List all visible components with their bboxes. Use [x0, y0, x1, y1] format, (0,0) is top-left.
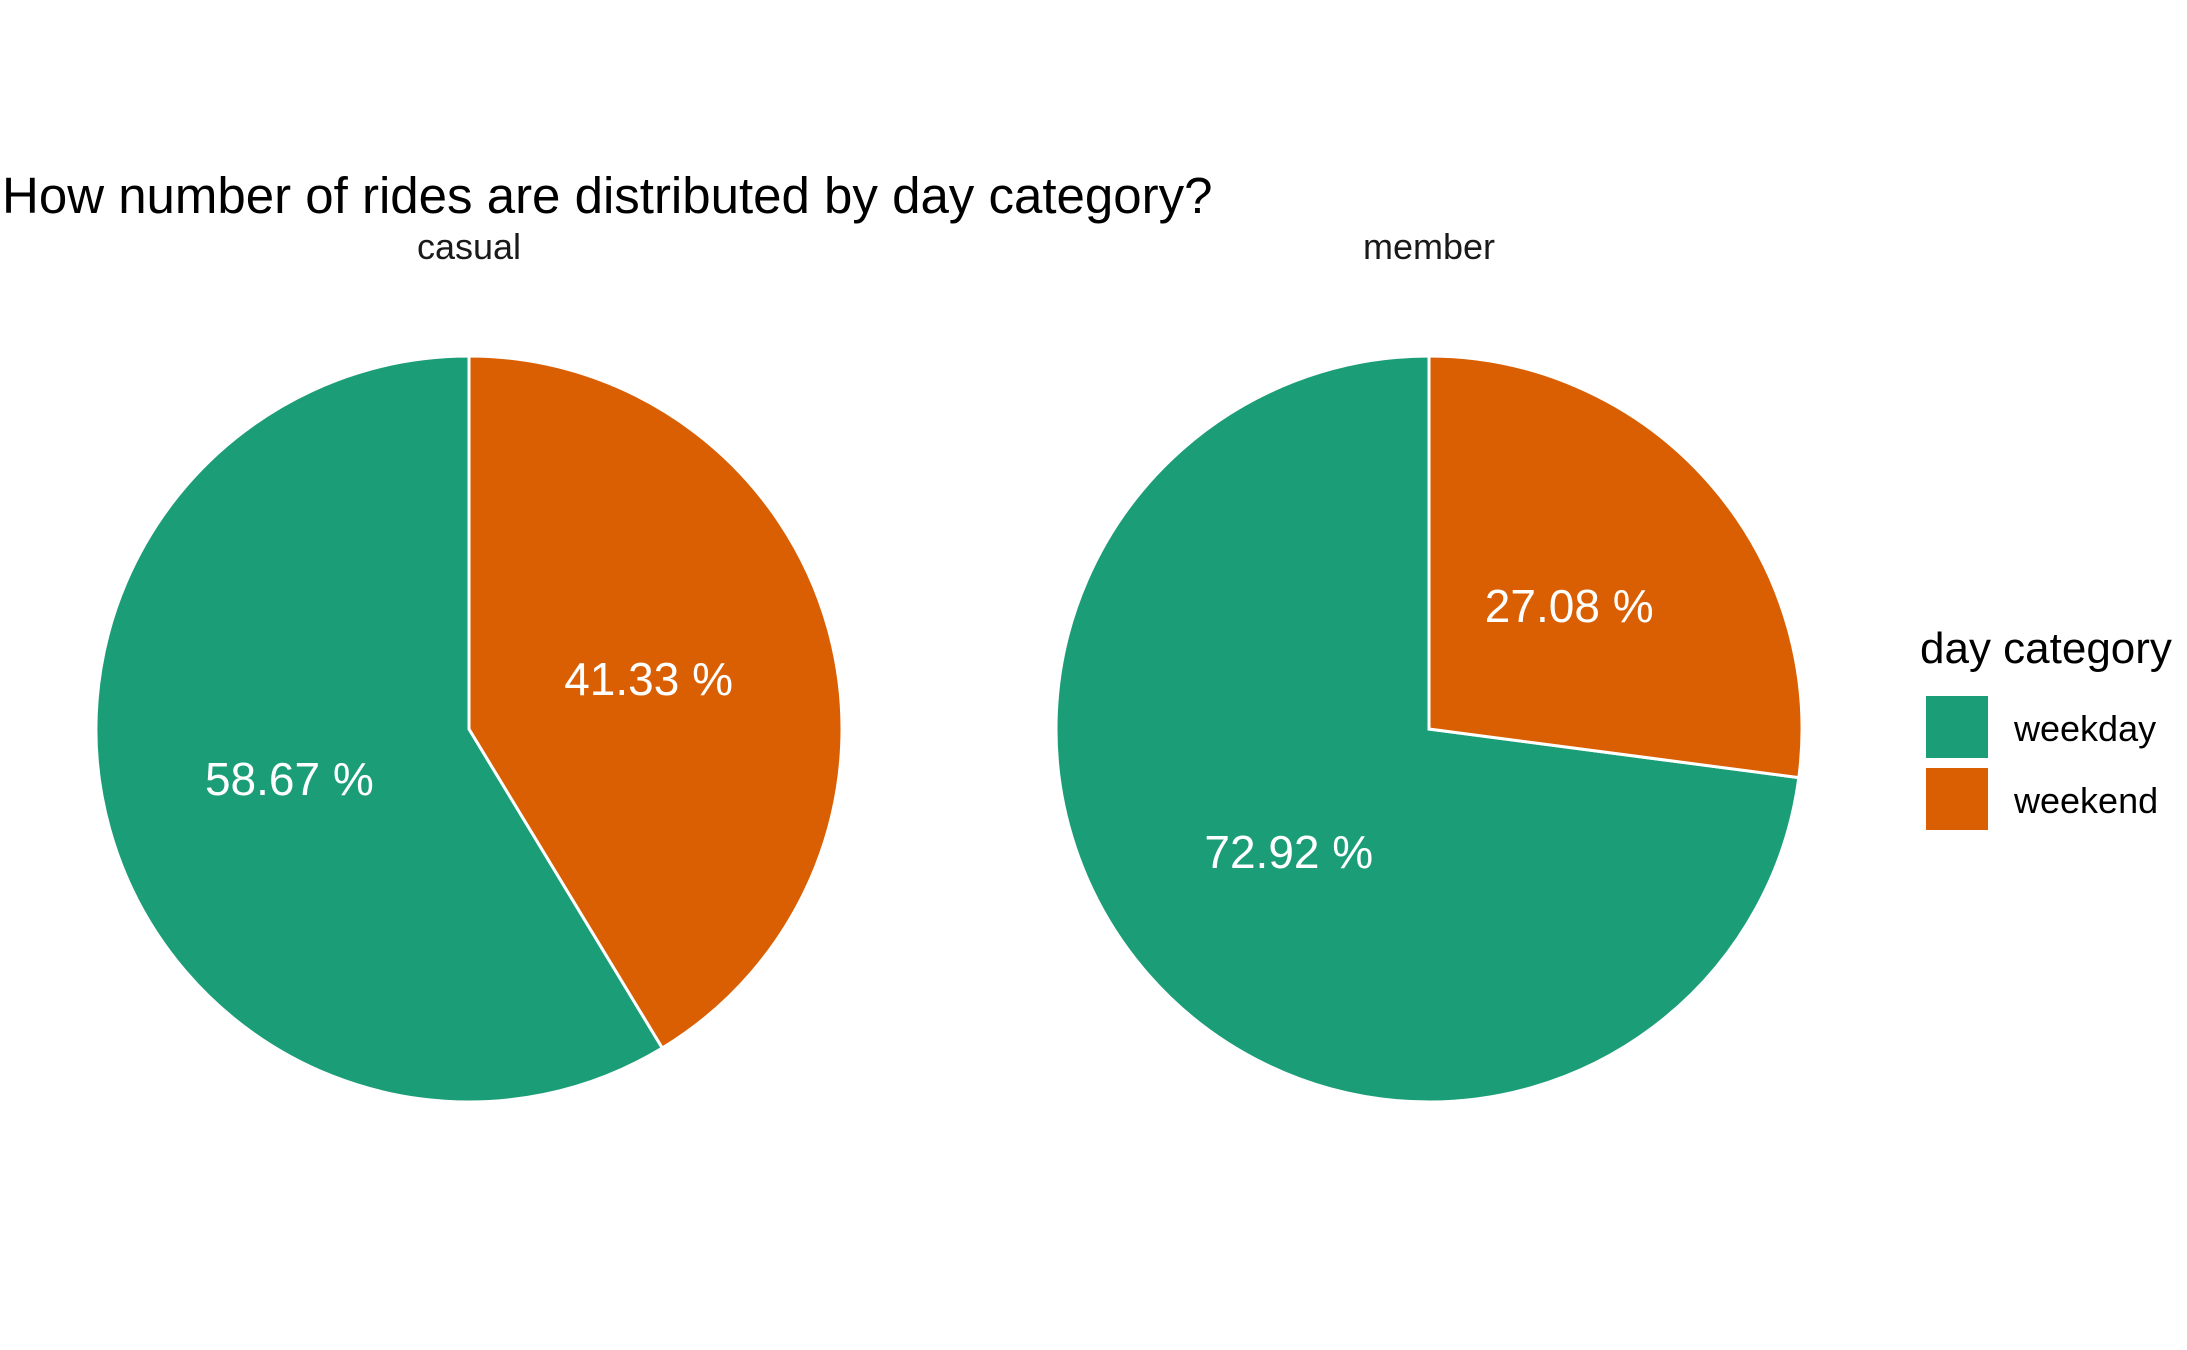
- pie-slice-casual-weekend: [467, 354, 844, 1051]
- pie-member: 72.92 % 27.08 %: [1054, 354, 1804, 1104]
- pie-slice-member-weekday: [1054, 354, 1801, 1104]
- legend: day category weekday weekend: [1920, 624, 2172, 830]
- slice-label-casual-weekend: 41.33 %: [564, 653, 733, 705]
- legend-key-weekday: [1926, 696, 1988, 758]
- slice-label-casual-weekday: 58.67 %: [205, 753, 374, 805]
- legend-label-weekday: weekday: [2013, 708, 2156, 749]
- pie-casual: 58.67 % 41.33 %: [94, 354, 844, 1104]
- pie-slice-casual-weekday: [94, 354, 665, 1104]
- facet-label-member: member: [1363, 226, 1495, 267]
- chart-title: How number of rides are distributed by d…: [2, 167, 1212, 224]
- facet-casual: casual 58.67 % 41.33 %: [94, 226, 844, 1104]
- slice-label-member-weekday: 72.92 %: [1204, 826, 1373, 878]
- pie-slice-member-weekend: [1427, 354, 1804, 780]
- legend-label-weekend: weekend: [2013, 780, 2158, 821]
- facet-member: member 72.92 % 27.08 %: [1054, 226, 1804, 1104]
- legend-title: day category: [1920, 624, 2172, 673]
- slice-label-member-weekend: 27.08 %: [1485, 580, 1654, 632]
- facet-label-casual: casual: [417, 226, 521, 267]
- legend-key-weekend: [1926, 768, 1988, 830]
